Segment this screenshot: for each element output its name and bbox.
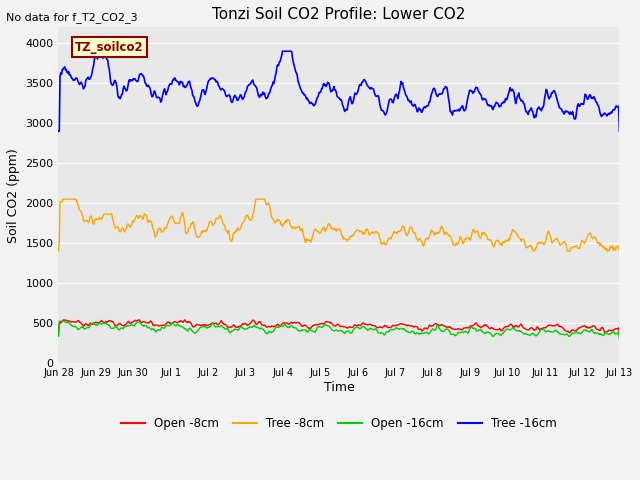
Open -16cm	[408, 328, 416, 334]
Open -8cm	[54, 332, 62, 338]
Tree -16cm	[616, 128, 623, 134]
Open -16cm	[616, 336, 623, 342]
Open -16cm	[210, 322, 218, 328]
Y-axis label: Soil CO2 (ppm): Soil CO2 (ppm)	[7, 148, 20, 242]
Line: Open -16cm: Open -16cm	[58, 321, 620, 339]
Line: Tree -8cm: Tree -8cm	[58, 199, 620, 251]
Tree -16cm	[424, 103, 432, 108]
Tree -8cm	[616, 248, 623, 254]
X-axis label: Time: Time	[324, 381, 355, 394]
Open -8cm	[210, 321, 218, 327]
Open -8cm	[424, 324, 432, 330]
Tree -16cm	[65, 69, 72, 74]
Legend: Open -8cm, Tree -8cm, Open -16cm, Tree -16cm: Open -8cm, Tree -8cm, Open -16cm, Tree -…	[116, 413, 562, 435]
Title: Tonzi Soil CO2 Profile: Lower CO2: Tonzi Soil CO2 Profile: Lower CO2	[212, 7, 466, 22]
Tree -8cm	[210, 222, 218, 228]
Tree -8cm	[65, 196, 73, 202]
Tree -8cm	[180, 217, 188, 223]
Open -8cm	[60, 317, 68, 323]
Tree -16cm	[180, 83, 188, 88]
Tree -8cm	[408, 227, 416, 232]
Open -8cm	[408, 323, 416, 329]
Text: No data for f_T2_CO2_3: No data for f_T2_CO2_3	[6, 12, 138, 23]
Tree -8cm	[54, 248, 62, 254]
Text: TZ_soilco2: TZ_soilco2	[76, 41, 144, 54]
Tree -8cm	[424, 236, 432, 241]
Open -16cm	[56, 318, 64, 324]
Open -8cm	[124, 320, 131, 325]
Open -16cm	[424, 331, 432, 336]
Open -8cm	[65, 318, 73, 324]
Tree -8cm	[60, 196, 67, 202]
Open -8cm	[616, 332, 623, 338]
Tree -16cm	[408, 102, 416, 108]
Open -16cm	[180, 325, 188, 331]
Tree -16cm	[95, 48, 103, 54]
Open -16cm	[54, 333, 62, 339]
Open -16cm	[65, 321, 73, 326]
Tree -16cm	[54, 128, 62, 134]
Open -8cm	[180, 317, 188, 323]
Line: Tree -16cm: Tree -16cm	[58, 51, 620, 131]
Tree -8cm	[124, 222, 131, 228]
Line: Open -8cm: Open -8cm	[58, 320, 620, 335]
Tree -16cm	[124, 87, 131, 93]
Tree -16cm	[210, 76, 218, 82]
Open -16cm	[124, 323, 131, 329]
